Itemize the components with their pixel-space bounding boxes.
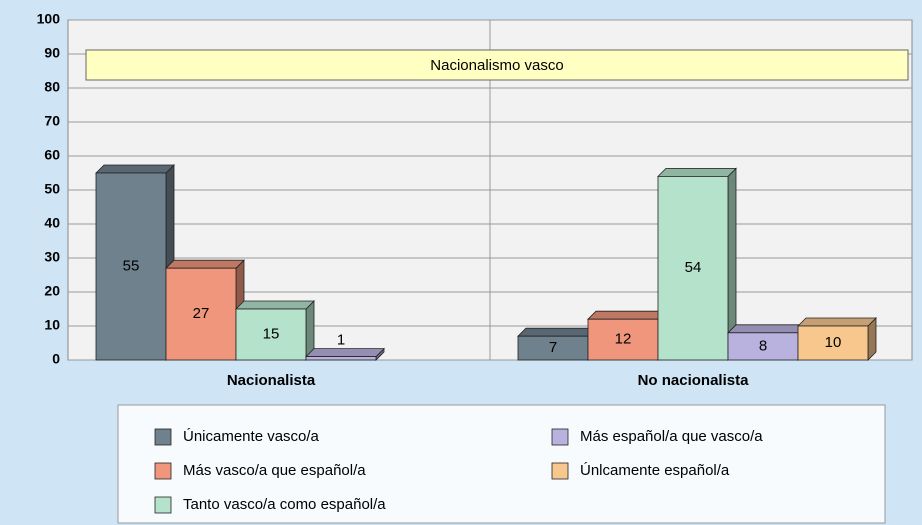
- legend-label: Más español/a que vasco/a: [580, 428, 763, 445]
- bar: [95, 172, 167, 361]
- legend-label: Más vasco/a que español/a: [183, 462, 366, 479]
- bar-top: [657, 167, 737, 177]
- value-label: 10: [825, 334, 842, 351]
- value-label: 15: [263, 325, 280, 342]
- value-label: 55: [123, 257, 140, 274]
- x-tick-label: Nacionalista: [227, 372, 316, 389]
- legend-label: Únicamente vasco/a: [183, 428, 320, 445]
- bar-top: [165, 259, 245, 269]
- y-tick-label: 20: [44, 283, 60, 299]
- y-tick-label: 40: [44, 215, 60, 231]
- value-label: 54: [685, 259, 702, 276]
- y-tick-label: 80: [44, 79, 60, 95]
- y-tick-label: 100: [37, 11, 61, 27]
- bar-top: [235, 300, 315, 310]
- bar: [727, 332, 799, 361]
- bar-top: [727, 324, 807, 334]
- legend-swatch: [154, 428, 172, 446]
- y-tick-label: 60: [44, 147, 60, 163]
- bar-top: [587, 310, 667, 320]
- bar: [797, 325, 869, 361]
- y-tick-label: 50: [44, 181, 60, 197]
- value-label: 27: [193, 305, 210, 322]
- bar: [305, 356, 377, 361]
- legend-label: Únlcamente español/a: [580, 462, 730, 479]
- bar: [587, 318, 659, 361]
- y-tick-label: 10: [44, 317, 60, 333]
- bar: [165, 267, 237, 361]
- y-tick-label: 0: [52, 351, 60, 367]
- value-label: 8: [759, 337, 767, 354]
- legend-box: [117, 404, 886, 524]
- chart-title: Nacionalismo vasco: [430, 57, 563, 74]
- bar: [657, 175, 729, 361]
- y-tick-label: 90: [44, 45, 60, 61]
- title-box: [85, 49, 909, 81]
- bar-top: [797, 317, 877, 327]
- legend-swatch: [154, 496, 172, 514]
- value-label: 7: [549, 339, 557, 356]
- bar: [235, 308, 307, 361]
- legend-label: Tanto vasco/a como español/a: [183, 496, 386, 513]
- value-label: 12: [615, 331, 632, 348]
- y-tick-label: 70: [44, 113, 60, 129]
- legend-swatch: [551, 462, 569, 480]
- legend-swatch: [154, 462, 172, 480]
- bar-top: [95, 164, 175, 174]
- bar-top: [517, 327, 597, 337]
- legend-swatch: [551, 428, 569, 446]
- bar-top: [305, 348, 385, 358]
- y-tick-label: 30: [44, 249, 60, 265]
- x-tick-label: No nacionalista: [638, 372, 750, 389]
- value-label: 1: [337, 332, 345, 349]
